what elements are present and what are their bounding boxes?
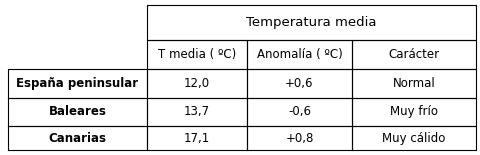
Text: T media ( ºC): T media ( ºC) xyxy=(157,48,235,61)
Text: Canarias: Canarias xyxy=(48,132,106,145)
Text: Muy cálido: Muy cálido xyxy=(382,132,445,145)
Text: +0,8: +0,8 xyxy=(285,132,313,145)
Text: Carácter: Carácter xyxy=(388,48,439,61)
Text: +0,6: +0,6 xyxy=(285,77,313,90)
Text: 17,1: 17,1 xyxy=(183,132,209,145)
Text: Baleares: Baleares xyxy=(48,106,106,118)
Text: 13,7: 13,7 xyxy=(183,106,209,118)
Text: Muy frío: Muy frío xyxy=(389,106,437,118)
Text: -0,6: -0,6 xyxy=(288,106,311,118)
Text: Normal: Normal xyxy=(392,77,434,90)
Text: España peninsular: España peninsular xyxy=(16,77,138,90)
Text: Temperatura media: Temperatura media xyxy=(246,16,376,29)
Text: 12,0: 12,0 xyxy=(183,77,209,90)
Text: Anomalía ( ºC): Anomalía ( ºC) xyxy=(256,48,342,61)
